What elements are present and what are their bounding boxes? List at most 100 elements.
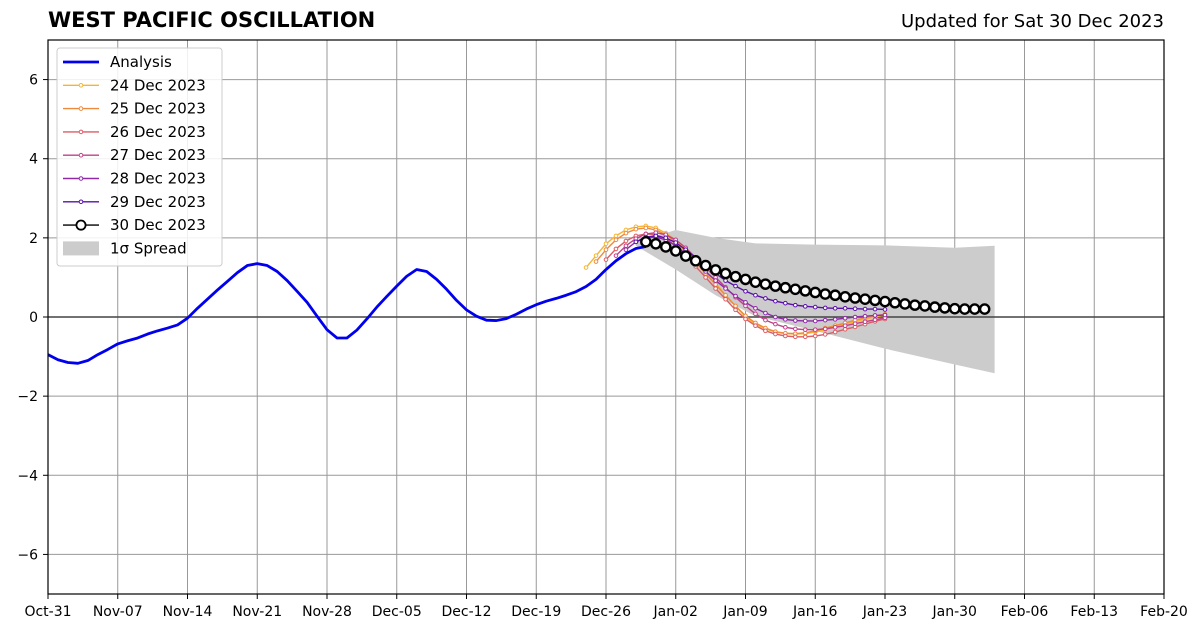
- legend-marker: [78, 199, 84, 205]
- legend-label: 30 Dec 2023: [110, 216, 206, 234]
- forecast-point: [603, 241, 609, 247]
- forecast-point: [842, 326, 848, 332]
- forecast-point: [852, 321, 858, 327]
- legend-marker: [78, 83, 84, 88]
- x-tick-label: Dec-12: [442, 604, 492, 620]
- forecast-point: [643, 225, 649, 231]
- forecast-point: [613, 246, 619, 252]
- x-tick-label: Jan-30: [932, 604, 977, 620]
- forecast-line: [615, 232, 886, 331]
- forecast-point: [763, 296, 768, 301]
- legend-marker: [75, 219, 87, 231]
- legend-item: 24 Dec 2023: [63, 76, 206, 94]
- forecast-point: [753, 292, 758, 298]
- forecast-point: [802, 318, 808, 324]
- x-tick-label: Nov-14: [163, 604, 213, 620]
- legend-marker: [78, 106, 84, 111]
- x-tick-label: Jan-16: [792, 604, 838, 620]
- legend-label: 27 Dec 2023: [110, 146, 206, 164]
- forecast-point: [779, 281, 792, 294]
- x-tick-label: Jan-09: [722, 604, 767, 620]
- legend-item: 1σ Spread: [63, 239, 187, 257]
- legend-item: 25 Dec 2023: [63, 100, 206, 118]
- forecast-point: [659, 241, 672, 253]
- forecast-point: [852, 306, 858, 311]
- legend-item: 27 Dec 2023: [63, 146, 206, 164]
- forecast-point: [793, 334, 798, 340]
- forecast-point: [623, 247, 629, 253]
- forecast-point: [852, 314, 858, 320]
- legend-item: 29 Dec 2023: [63, 193, 206, 211]
- x-tick-label: Nov-07: [93, 604, 143, 620]
- tick-layer: Oct-31 Nov-07 Nov-14 Nov-21 Nov-28 Dec-05 Dec-…: [17, 73, 1187, 620]
- forecast-point: [812, 318, 818, 324]
- forecast-point: [723, 286, 728, 291]
- legend-marker: [78, 129, 84, 135]
- chart-title: WEST PACIFIC OSCILLATION: [48, 8, 376, 32]
- y-tick-label: −4: [17, 468, 38, 484]
- forecast-point: [842, 323, 848, 329]
- forecast-point: [653, 233, 659, 239]
- forecast-point: [613, 233, 619, 239]
- legend-label: 28 Dec 2023: [110, 170, 206, 188]
- forecast-point: [819, 288, 832, 300]
- analysis-line: [47, 245, 647, 365]
- x-tick-label: Nov-21: [232, 604, 282, 620]
- legend-item: 26 Dec 2023: [63, 123, 206, 141]
- forecast-point: [812, 327, 818, 332]
- forecast-point: [583, 265, 589, 270]
- legend-item: Analysis: [63, 53, 172, 71]
- forecast-point: [872, 306, 878, 312]
- forecast-point: [603, 247, 609, 253]
- forecast-point: [802, 327, 808, 332]
- legend-label: 25 Dec 2023: [110, 100, 206, 118]
- forecast-point: [872, 317, 878, 323]
- forecast-point: [789, 283, 802, 296]
- forecast-point: [763, 310, 768, 316]
- series-layer: [47, 223, 991, 365]
- forecast-point: [669, 245, 682, 257]
- legend-label: 1σ Spread: [110, 239, 187, 257]
- forecast-point: [862, 319, 868, 325]
- x-tick-label: Feb-20: [1140, 604, 1188, 620]
- forecast-point: [929, 301, 941, 313]
- forecast-point: [773, 321, 778, 327]
- forecast-point: [743, 288, 748, 294]
- forecast-point: [753, 323, 758, 329]
- forecast-point: [743, 316, 748, 322]
- forecast-point: [832, 324, 838, 330]
- y-tick-label: 0: [29, 310, 38, 326]
- legend-label: 29 Dec 2023: [110, 193, 206, 211]
- forecast-point: [783, 300, 788, 306]
- forecast-point: [889, 296, 901, 309]
- legend-marker: [78, 152, 84, 158]
- legend-label: 24 Dec 2023: [110, 76, 206, 94]
- forecast-point: [703, 275, 708, 280]
- forecast-point: [613, 237, 619, 243]
- forecast-point: [743, 303, 748, 309]
- forecast-point: [919, 300, 931, 312]
- forecast-point: [733, 307, 738, 313]
- forecast-point: [633, 239, 639, 245]
- forecast-point: [802, 304, 808, 309]
- x-tick-label: Dec-26: [581, 604, 631, 620]
- legend: Analysis 24 Dec 2023 25 Dec 2023 26 Dec 202…: [56, 47, 223, 267]
- forecast-point: [812, 333, 818, 339]
- forecast-point: [822, 332, 828, 337]
- legend-box: [56, 47, 223, 267]
- forecast-point: [938, 302, 951, 314]
- forecast-point: [593, 253, 599, 258]
- forecast-point: [723, 292, 728, 298]
- forecast-point: [872, 313, 878, 318]
- forecast-point: [713, 286, 718, 291]
- forecast-point: [739, 273, 752, 286]
- x-tick-label: Dec-19: [511, 604, 561, 620]
- forecast-point: [663, 235, 669, 241]
- updated-date-label: Updated for Sat 30 Dec 2023: [900, 11, 1164, 32]
- forecast-point: [753, 305, 758, 311]
- forecast-point: [713, 282, 718, 287]
- forecast-point: [899, 298, 911, 310]
- y-tick-label: 2: [29, 231, 38, 247]
- forecast-point: [733, 303, 738, 309]
